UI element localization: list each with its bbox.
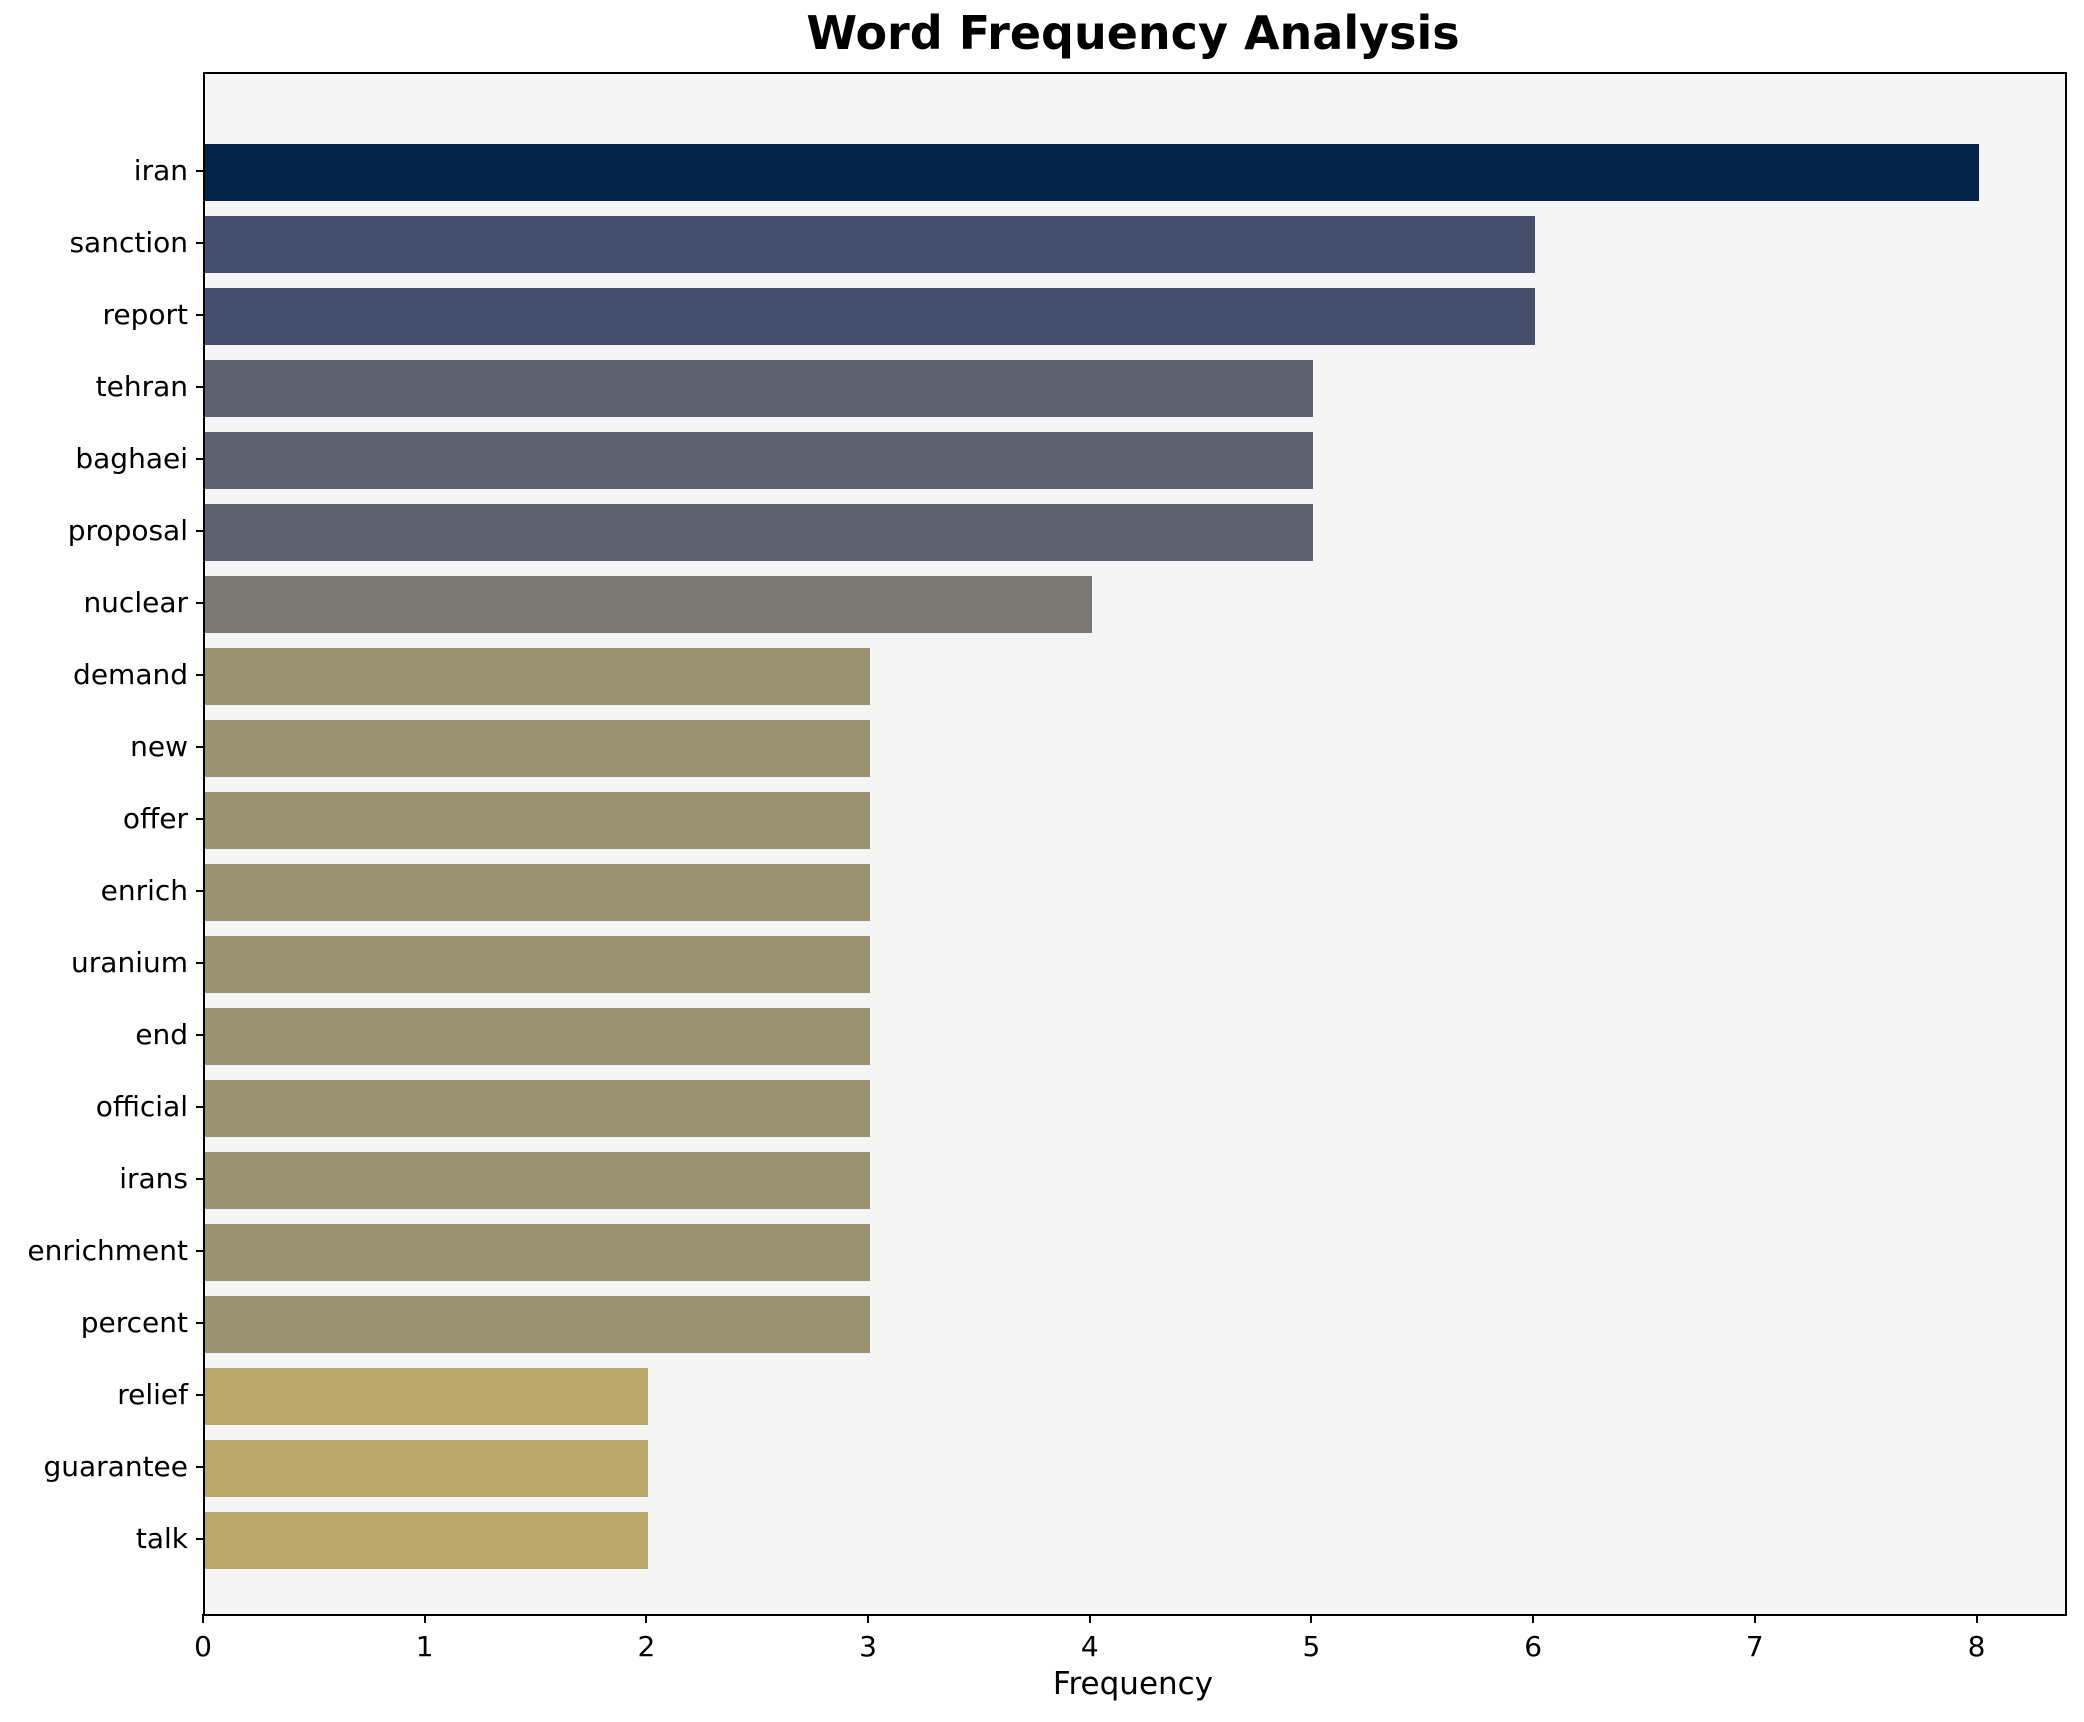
y-tick-mark: [196, 1393, 204, 1396]
chart-title: Word Frequency Analysis: [806, 6, 1460, 60]
y-tick-label: guarantee: [43, 1449, 188, 1483]
bar-talk: [205, 1512, 649, 1569]
y-tick-label: proposal: [67, 513, 188, 547]
x-tick-mark: [867, 1614, 870, 1623]
x-tick-mark: [645, 1614, 648, 1623]
bar-relief: [205, 1368, 649, 1425]
x-tick-label: 7: [1745, 1630, 1764, 1663]
bar-uranium: [205, 936, 871, 993]
bar-new: [205, 720, 871, 777]
y-tick-mark: [196, 457, 204, 460]
bar-sanction: [205, 216, 1536, 273]
x-tick-label: 2: [637, 1630, 656, 1663]
y-tick-label: iran: [133, 153, 188, 187]
y-tick-label: uranium: [71, 945, 188, 979]
y-tick-mark: [196, 1177, 204, 1180]
y-tick-mark: [196, 817, 204, 820]
y-tick-label: relief: [117, 1377, 188, 1411]
bar-demand: [205, 648, 871, 705]
x-tick-mark: [1532, 1614, 1535, 1623]
y-tick-mark: [196, 1249, 204, 1252]
bar-baghaei: [205, 432, 1314, 489]
x-tick-mark: [1753, 1614, 1756, 1623]
y-tick-mark: [196, 1033, 204, 1036]
bar-enrichment: [205, 1224, 871, 1281]
y-tick-mark: [196, 529, 204, 532]
x-tick-label: 5: [1302, 1630, 1321, 1663]
bar-official: [205, 1080, 871, 1137]
y-tick-mark: [196, 1537, 204, 1540]
x-tick-mark: [1975, 1614, 1978, 1623]
y-tick-mark: [196, 241, 204, 244]
bar-proposal: [205, 504, 1314, 561]
y-tick-label: new: [130, 729, 188, 763]
bar-irans: [205, 1152, 871, 1209]
y-tick-mark: [196, 745, 204, 748]
y-tick-mark: [196, 673, 204, 676]
y-tick-mark: [196, 1321, 204, 1324]
bar-percent: [205, 1296, 871, 1353]
x-tick-label: 6: [1524, 1630, 1543, 1663]
bar-guarantee: [205, 1440, 649, 1497]
y-tick-label: demand: [73, 657, 188, 691]
y-tick-label: offer: [122, 801, 188, 835]
x-tick-label: 3: [859, 1630, 877, 1663]
y-tick-mark: [196, 385, 204, 388]
y-tick-mark: [196, 169, 204, 172]
y-tick-mark: [196, 313, 204, 316]
y-tick-label: end: [135, 1017, 188, 1051]
y-tick-label: baghaei: [75, 441, 188, 475]
y-tick-label: tehran: [95, 369, 188, 403]
y-tick-mark: [196, 601, 204, 604]
y-tick-label: enrich: [100, 873, 188, 907]
bar-iran: [205, 144, 1979, 201]
x-tick-mark: [423, 1614, 426, 1623]
y-tick-mark: [196, 1465, 204, 1468]
bar-offer: [205, 792, 871, 849]
y-tick-label: percent: [80, 1305, 188, 1339]
bar-end: [205, 1008, 871, 1065]
y-tick-label: nuclear: [83, 585, 188, 619]
plot-area: [203, 72, 2067, 1616]
y-tick-label: enrichment: [27, 1233, 188, 1267]
x-tick-label: 4: [1080, 1630, 1099, 1663]
y-tick-label: irans: [119, 1161, 188, 1195]
y-tick-mark: [196, 889, 204, 892]
x-tick-mark: [202, 1614, 204, 1623]
bar-tehran: [205, 360, 1314, 417]
x-tick-mark: [1088, 1614, 1091, 1623]
x-axis-title: Frequency: [1052, 1666, 1214, 1702]
bar-report: [205, 288, 1536, 345]
x-tick-label: 8: [1967, 1630, 1986, 1663]
y-tick-mark: [196, 1105, 204, 1108]
x-tick-label: 1: [415, 1630, 434, 1663]
bar-nuclear: [205, 576, 1092, 633]
x-tick-mark: [1310, 1614, 1313, 1623]
y-tick-label: talk: [135, 1521, 188, 1555]
y-tick-label: official: [95, 1089, 188, 1123]
y-tick-label: sanction: [69, 225, 188, 259]
x-tick-label: 0: [194, 1630, 212, 1663]
y-tick-mark: [196, 961, 204, 964]
y-tick-label: report: [102, 297, 188, 331]
bar-enrich: [205, 864, 871, 921]
